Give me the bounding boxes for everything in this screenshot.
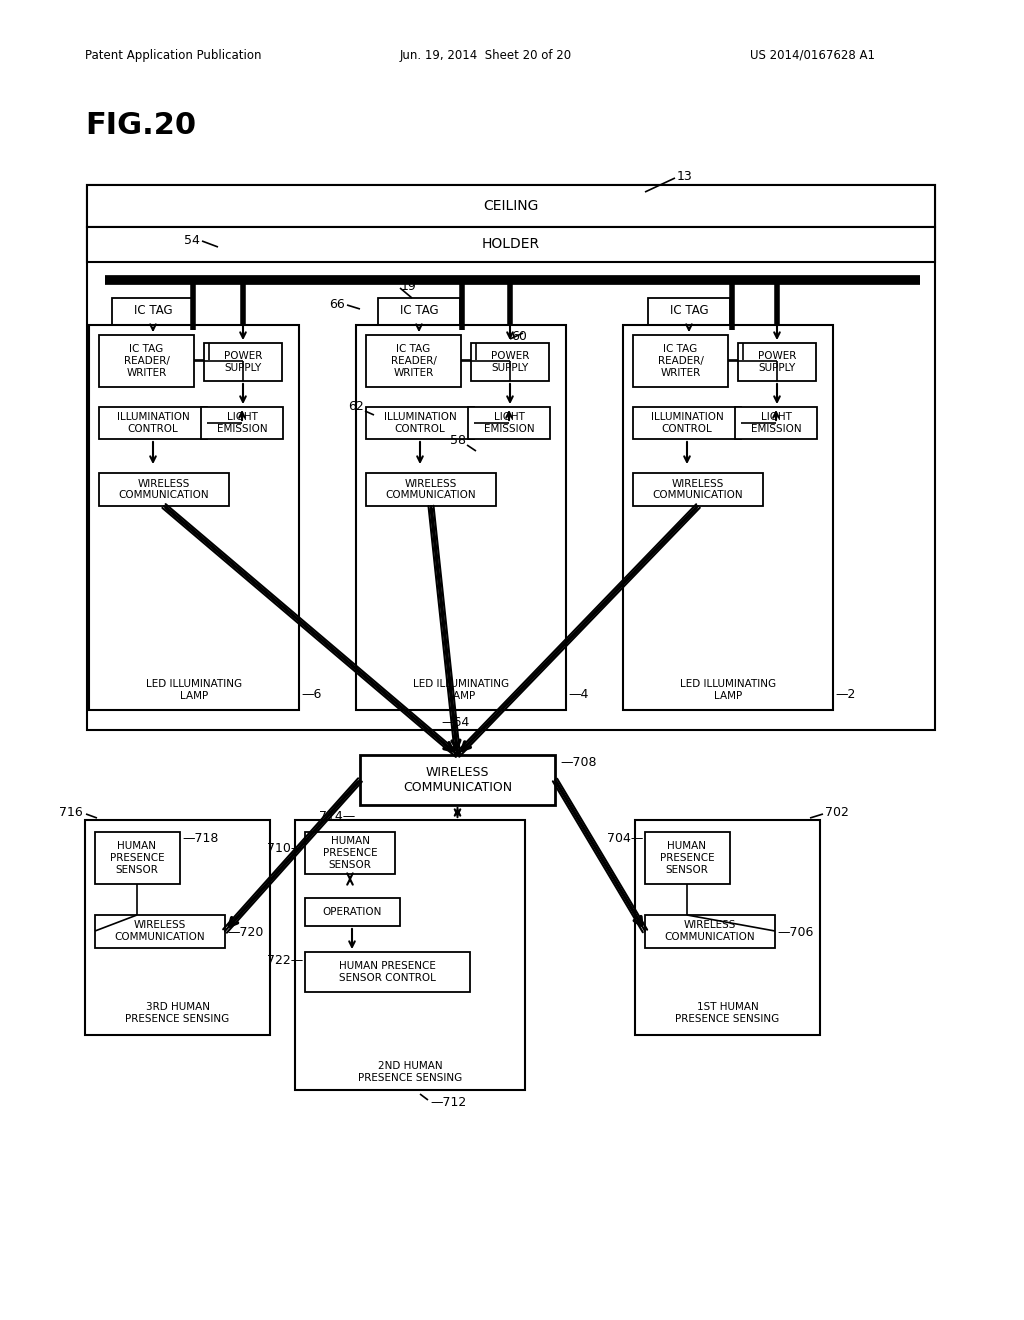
Bar	[95, 915, 225, 948]
Text: CEILING: CEILING	[483, 199, 539, 213]
Bar	[648, 298, 730, 325]
Bar	[366, 473, 496, 506]
Bar	[305, 832, 395, 874]
Bar	[87, 185, 935, 730]
Text: 13: 13	[677, 170, 693, 183]
Bar	[378, 298, 460, 325]
Text: —706: —706	[777, 925, 813, 939]
Bar	[295, 820, 525, 1090]
Text: —718: —718	[182, 832, 218, 845]
Text: ILLUMINATION
CONTROL: ILLUMINATION CONTROL	[384, 412, 457, 434]
Text: Patent Application Publication: Patent Application Publication	[85, 49, 261, 62]
Text: —708: —708	[560, 756, 597, 770]
Text: LED ILLUMINATING
LAMP: LED ILLUMINATING LAMP	[413, 680, 509, 701]
Bar	[633, 335, 728, 387]
Text: IC TAG: IC TAG	[670, 305, 709, 318]
Bar	[87, 185, 935, 227]
Bar	[360, 755, 555, 805]
Text: —4: —4	[568, 689, 589, 701]
Text: —2: —2	[835, 689, 855, 701]
Text: —712: —712	[430, 1096, 466, 1109]
Text: ILLUMINATION
CONTROL: ILLUMINATION CONTROL	[117, 412, 189, 434]
Bar	[95, 832, 180, 884]
Text: US 2014/0167628 A1: US 2014/0167628 A1	[750, 49, 874, 62]
Bar	[635, 820, 820, 1035]
Text: —720: —720	[227, 925, 263, 939]
Bar	[99, 473, 229, 506]
Bar	[356, 325, 566, 710]
Text: LED ILLUMINATING
LAMP: LED ILLUMINATING LAMP	[146, 680, 242, 701]
Text: WIRELESS
COMMUNICATION: WIRELESS COMMUNICATION	[386, 479, 476, 500]
Text: 3RD HUMAN
PRESENCE SENSING: 3RD HUMAN PRESENCE SENSING	[125, 1002, 229, 1024]
Text: IC TAG: IC TAG	[134, 305, 172, 318]
Text: ILLUMINATION
CONTROL: ILLUMINATION CONTROL	[650, 412, 723, 434]
Text: LIGHT
EMISSION: LIGHT EMISSION	[217, 412, 267, 434]
Text: HUMAN
PRESENCE
SENSOR: HUMAN PRESENCE SENSOR	[323, 837, 377, 870]
Bar	[468, 407, 550, 440]
Text: 704—: 704—	[606, 832, 643, 845]
Text: LIGHT
EMISSION: LIGHT EMISSION	[483, 412, 535, 434]
Text: WIRELESS
COMMUNICATION: WIRELESS COMMUNICATION	[652, 479, 743, 500]
Text: 62: 62	[348, 400, 364, 413]
Text: HUMAN
PRESENCE
SENSOR: HUMAN PRESENCE SENSOR	[110, 841, 164, 875]
Text: 54: 54	[184, 235, 200, 248]
Text: —64: —64	[441, 715, 469, 729]
Bar	[112, 298, 194, 325]
Text: WIRELESS
COMMUNICATION: WIRELESS COMMUNICATION	[115, 920, 206, 941]
Text: POWER
SUPPLY: POWER SUPPLY	[224, 351, 262, 372]
Text: IC TAG: IC TAG	[399, 305, 438, 318]
Text: POWER
SUPPLY: POWER SUPPLY	[758, 351, 797, 372]
Bar	[633, 407, 741, 440]
Text: LIGHT
EMISSION: LIGHT EMISSION	[751, 412, 802, 434]
Text: POWER
SUPPLY: POWER SUPPLY	[490, 351, 529, 372]
Text: 60: 60	[511, 330, 527, 343]
Bar	[471, 343, 549, 381]
Text: 58: 58	[450, 434, 466, 447]
Bar	[99, 335, 194, 387]
Bar	[305, 952, 470, 993]
Bar	[201, 407, 283, 440]
Text: WIRELESS
COMMUNICATION: WIRELESS COMMUNICATION	[402, 766, 512, 795]
Bar	[645, 915, 775, 948]
Text: HOLDER: HOLDER	[482, 238, 540, 251]
Bar	[305, 898, 400, 927]
Text: FIG.20: FIG.20	[85, 111, 197, 140]
Bar	[85, 820, 270, 1035]
Text: HUMAN
PRESENCE
SENSOR: HUMAN PRESENCE SENSOR	[659, 841, 715, 875]
Bar	[87, 227, 935, 261]
Text: IC TAG
READER/
WRITER: IC TAG READER/ WRITER	[124, 345, 169, 378]
Text: 19: 19	[401, 280, 417, 293]
Bar	[623, 325, 833, 710]
Text: OPERATION: OPERATION	[323, 907, 382, 917]
Bar	[89, 325, 299, 710]
Text: WIRELESS
COMMUNICATION: WIRELESS COMMUNICATION	[665, 920, 756, 941]
Text: 66: 66	[330, 298, 345, 312]
Bar	[738, 343, 816, 381]
Text: 710—: 710—	[266, 842, 303, 854]
Text: IC TAG
READER/
WRITER: IC TAG READER/ WRITER	[657, 345, 703, 378]
Bar	[366, 407, 474, 440]
Text: 722—: 722—	[266, 953, 303, 966]
Text: Jun. 19, 2014  Sheet 20 of 20: Jun. 19, 2014 Sheet 20 of 20	[400, 49, 572, 62]
Text: 716: 716	[59, 805, 83, 818]
Text: IC TAG
READER/
WRITER: IC TAG READER/ WRITER	[390, 345, 436, 378]
Bar	[645, 832, 730, 884]
Text: —6: —6	[301, 689, 322, 701]
Bar	[366, 335, 461, 387]
Bar	[633, 473, 763, 506]
Text: 714—: 714—	[318, 810, 355, 824]
Bar	[735, 407, 817, 440]
Text: 702: 702	[825, 805, 849, 818]
Text: HUMAN PRESENCE
SENSOR CONTROL: HUMAN PRESENCE SENSOR CONTROL	[339, 961, 435, 983]
Text: WIRELESS
COMMUNICATION: WIRELESS COMMUNICATION	[119, 479, 209, 500]
Text: LED ILLUMINATING
LAMP: LED ILLUMINATING LAMP	[680, 680, 776, 701]
Bar	[204, 343, 282, 381]
Text: 1ST HUMAN
PRESENCE SENSING: 1ST HUMAN PRESENCE SENSING	[676, 1002, 779, 1024]
Bar	[99, 407, 207, 440]
Text: 2ND HUMAN
PRESENCE SENSING: 2ND HUMAN PRESENCE SENSING	[357, 1061, 462, 1082]
